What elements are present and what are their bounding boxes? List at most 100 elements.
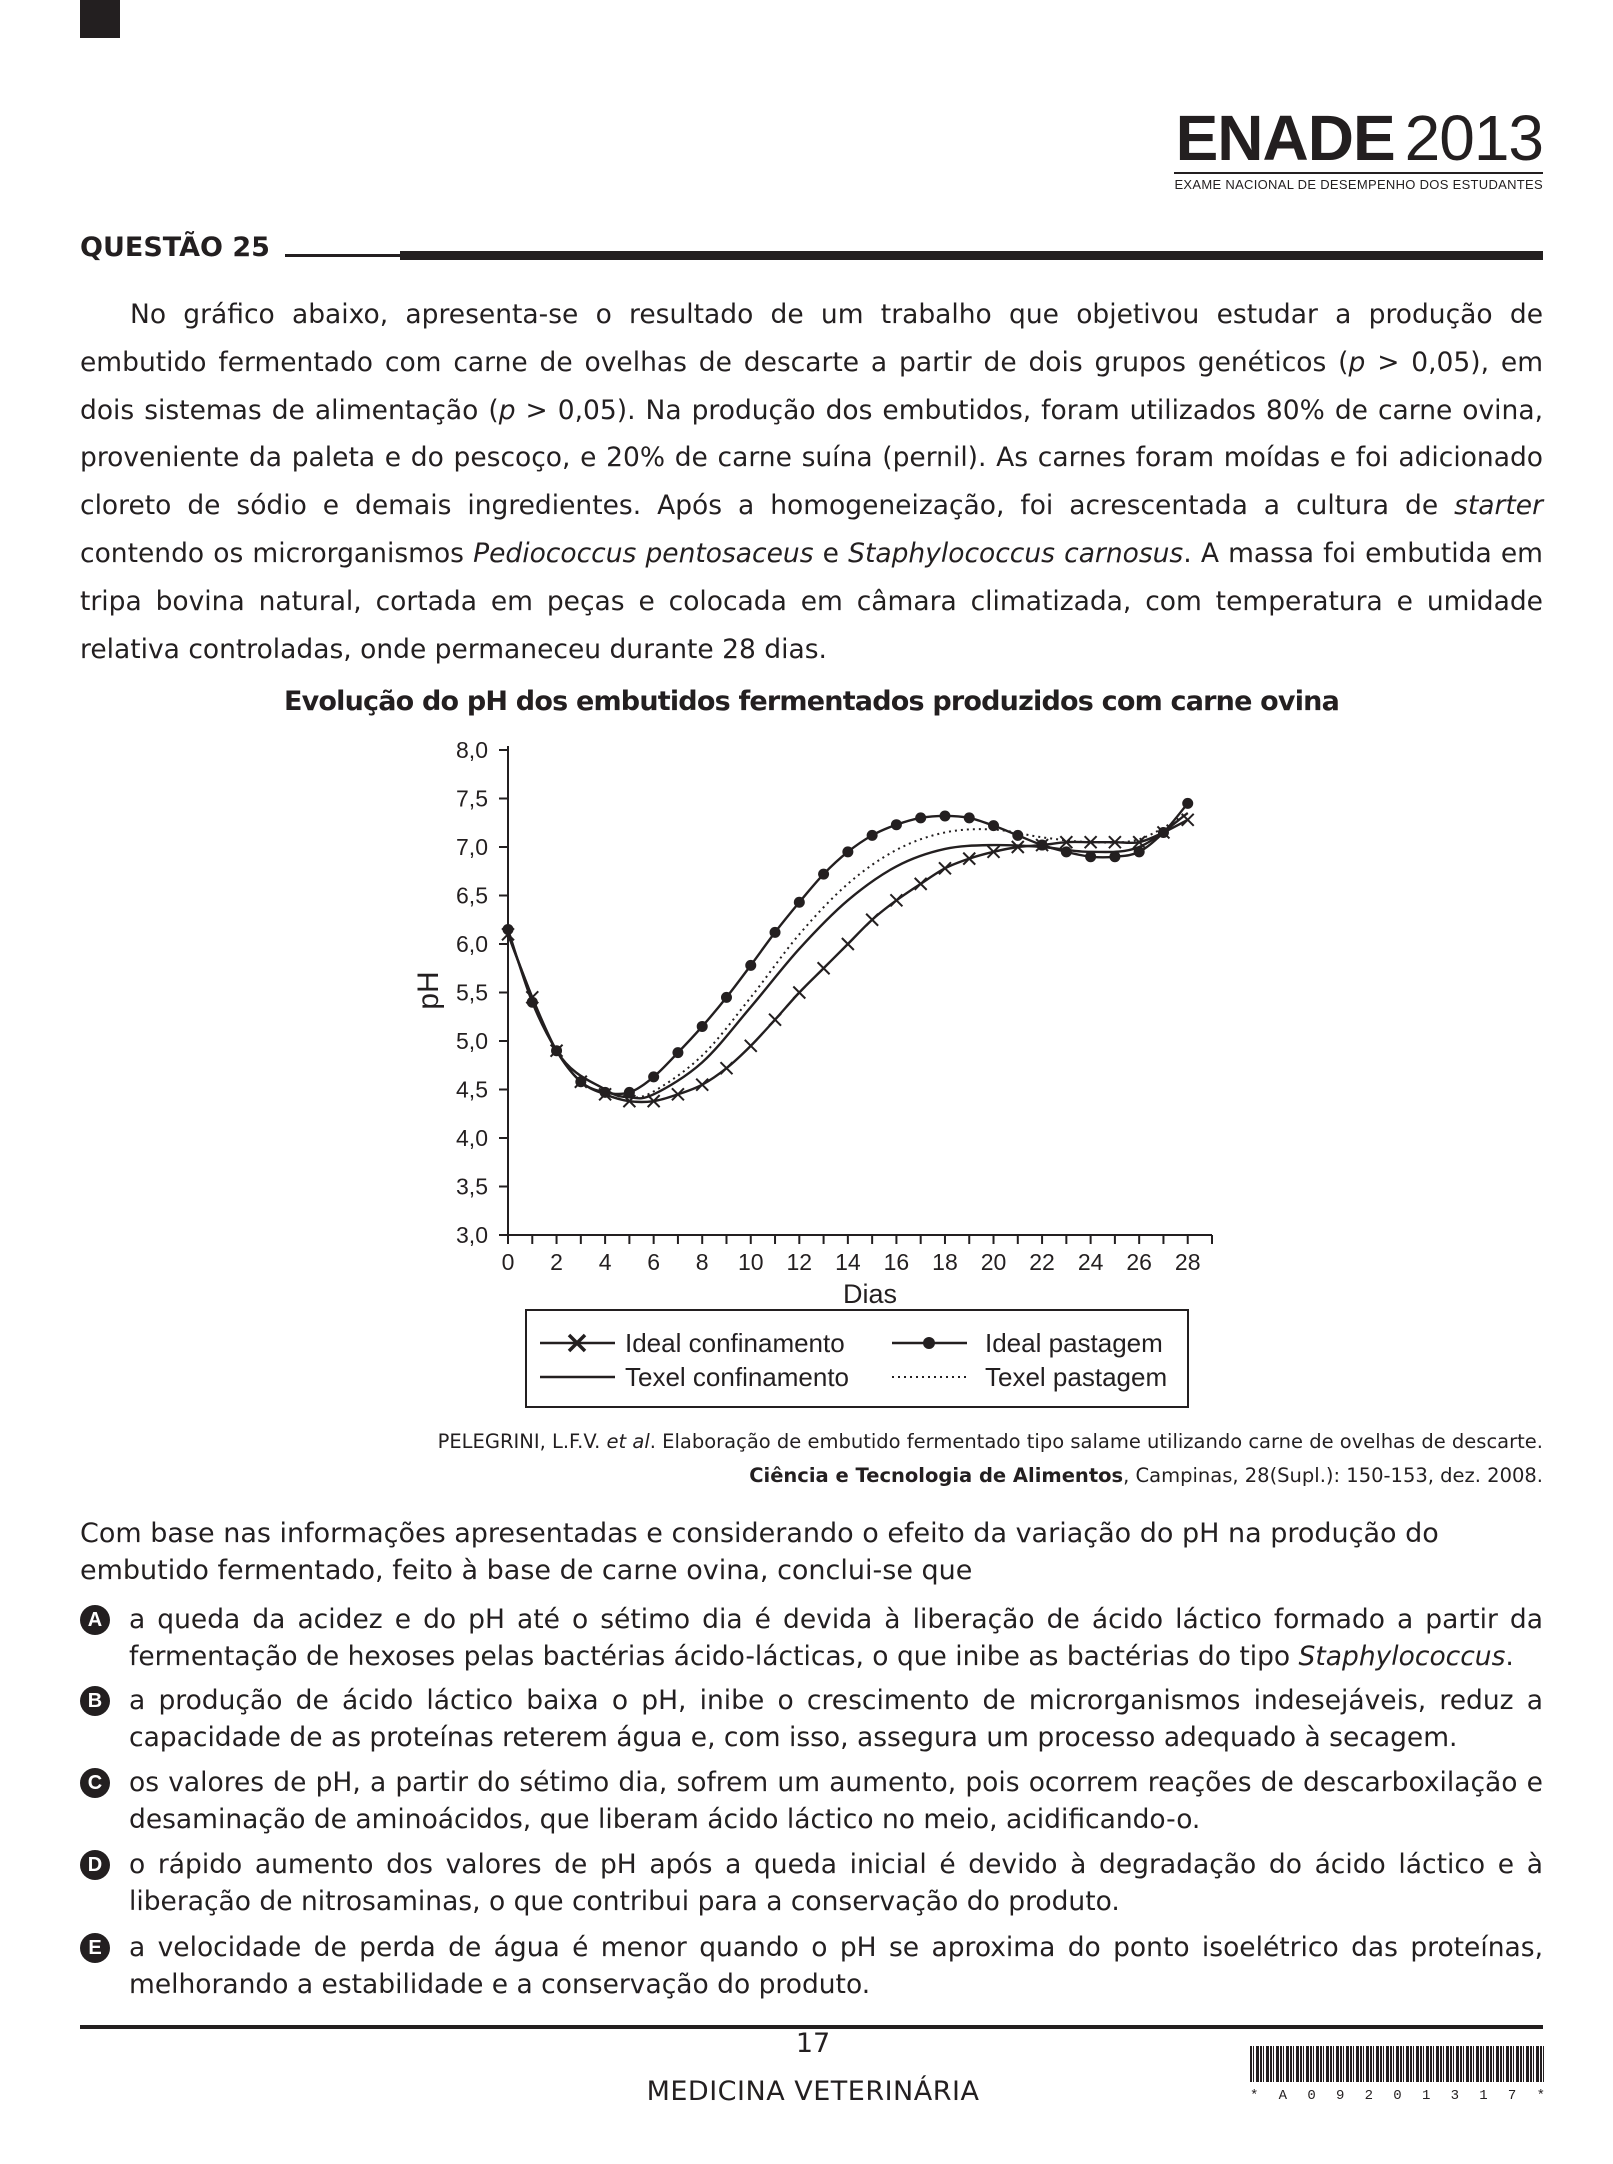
legend-label-ideal-confinamento: Ideal confinamento xyxy=(625,1328,845,1358)
y-tick-label: 7,0 xyxy=(456,834,488,860)
point-ideal-confinamento xyxy=(1156,825,1171,840)
page-number: 17 xyxy=(795,2028,831,2059)
option-d-segment: o rápido aumento dos valores de pH após … xyxy=(129,1849,1543,1917)
x-tick-label: 6 xyxy=(647,1249,660,1275)
barcode-char: * xyxy=(1250,2088,1259,2104)
series-line-texel-pastagem xyxy=(507,812,1189,1099)
question-title: QUESTÃO 25 xyxy=(80,232,270,263)
point-ideal-pastagem xyxy=(1133,846,1145,858)
option-c-segment: os valores de pH, a partir do sétimo dia… xyxy=(129,1767,1543,1835)
title-rule-thin xyxy=(285,254,405,257)
title-rule-thick xyxy=(400,251,1543,260)
x-tick-label: 10 xyxy=(738,1249,764,1275)
intro-segment: contendo os microrganismos xyxy=(80,537,474,569)
point-ideal-pastagem xyxy=(1157,826,1169,838)
option-e-segment: a velocidade de perda de água é menor qu… xyxy=(129,1932,1543,2000)
point-ideal-confinamento xyxy=(1181,813,1195,827)
point-ideal-pastagem xyxy=(1036,839,1048,851)
point-ideal-confinamento xyxy=(695,1077,709,1092)
series-line-ideal-confinamento xyxy=(506,818,1189,1104)
intro-segment: Pediococcus pentosaceus xyxy=(473,537,814,569)
option-a-segment: Staphylococcus xyxy=(1298,1641,1506,1672)
y-tick-label: 5,5 xyxy=(456,980,488,1006)
point-ideal-pastagem xyxy=(866,829,878,841)
option-c[interactable]: C os valores de pH, a partir do sétimo d… xyxy=(80,1764,1543,1838)
point-ideal-pastagem xyxy=(1085,851,1097,863)
option-e-letter: E xyxy=(80,1933,110,1963)
barcode-char: 0 xyxy=(1393,2088,1402,2104)
legend-label-ideal-pastagem: Ideal pastagem xyxy=(985,1328,1163,1358)
point-ideal-confinamento xyxy=(816,961,831,975)
point-ideal-pastagem xyxy=(1182,797,1194,809)
logo-subtitle: EXAME NACIONAL DE DESEMPENHO DOS ESTUDAN… xyxy=(1174,172,1543,192)
barcode-char: 1 xyxy=(1479,2088,1488,2104)
point-ideal-pastagem xyxy=(1109,851,1121,863)
option-b-segment: a produção de ácido láctico baixa o pH, … xyxy=(129,1685,1543,1753)
x-tick-label: 26 xyxy=(1126,1249,1152,1275)
logo-word: ENADE xyxy=(1175,102,1396,174)
point-ideal-confinamento xyxy=(549,1043,564,1058)
barcode xyxy=(1250,2046,1545,2082)
point-ideal-confinamento xyxy=(962,851,976,866)
intro-segment: starter xyxy=(1454,490,1543,522)
intro-segment: No gráfico abaixo, apresenta-se o result… xyxy=(80,299,1543,378)
y-axis-label: pH xyxy=(412,971,445,1009)
barcode-text: * A 0 9 2 0 1 3 1 7 * xyxy=(1250,2088,1545,2104)
y-tick-label: 6,5 xyxy=(456,883,488,909)
point-ideal-confinamento xyxy=(913,877,928,891)
x-tick-label: 20 xyxy=(981,1249,1007,1275)
point-ideal-pastagem xyxy=(1060,846,1072,858)
legend-box xyxy=(525,1309,1189,1408)
point-ideal-confinamento xyxy=(719,1061,734,1075)
point-ideal-pastagem xyxy=(648,1071,660,1083)
point-ideal-pastagem xyxy=(793,896,805,908)
point-ideal-confinamento xyxy=(938,861,952,876)
option-a[interactable]: A a queda da acidez e do pH até o sétimo… xyxy=(80,1601,1543,1675)
chart-title: Evolução do pH dos embutidos fermentados… xyxy=(283,686,1340,717)
intro-segment: p xyxy=(498,394,516,426)
x-tick-label: 4 xyxy=(599,1249,612,1275)
point-ideal-pastagem xyxy=(939,810,951,822)
x-tick-label: 0 xyxy=(502,1249,515,1275)
point-ideal-pastagem xyxy=(502,923,514,935)
barcode-char: A xyxy=(1278,2088,1288,2104)
reference: PELEGRINI, L.F.V. et al. Elaboração de e… xyxy=(438,1425,1543,1493)
point-ideal-pastagem xyxy=(526,996,538,1008)
intro-segment: Staphylococcus carnosus xyxy=(848,537,1184,569)
point-ideal-confinamento xyxy=(622,1094,637,1108)
option-e[interactable]: E a velocidade de perda de água é menor … xyxy=(80,1929,1543,2003)
option-d[interactable]: D o rápido aumento dos valores de pH apó… xyxy=(80,1846,1543,1920)
question-intro: No gráfico abaixo, apresenta-se o result… xyxy=(80,291,1543,673)
point-ideal-confinamento xyxy=(865,913,879,927)
barcode-char: * xyxy=(1536,2088,1545,2104)
point-ideal-pastagem xyxy=(672,1047,684,1059)
y-tick-label: 5,0 xyxy=(456,1028,488,1054)
y-tick-label: 3,5 xyxy=(456,1174,488,1200)
point-ideal-pastagem xyxy=(963,812,975,824)
intro-segment: e xyxy=(813,537,849,569)
x-tick-label: 16 xyxy=(884,1249,910,1275)
reference-details: , Campinas, 28(Supl.): 150-153, dez. 200… xyxy=(1123,1464,1543,1487)
point-ideal-pastagem xyxy=(623,1086,635,1098)
y-tick-label: 3,0 xyxy=(456,1222,488,1248)
x-tick-label: 28 xyxy=(1175,1249,1201,1275)
legend-marker-ideal-confinamento xyxy=(567,1333,587,1353)
y-tick-label: 4,0 xyxy=(456,1125,488,1151)
option-b-text: a produção de ácido láctico baixa o pH, … xyxy=(129,1682,1543,1756)
point-ideal-confinamento xyxy=(1132,835,1146,849)
barcode-char: 0 xyxy=(1307,2088,1316,2104)
y-tick-label: 7,5 xyxy=(456,786,488,812)
reference-title: . Elaboração de embutido fermentado tipo… xyxy=(649,1430,1543,1453)
y-tick-label: 8,0 xyxy=(456,737,488,763)
point-ideal-confinamento xyxy=(889,893,904,908)
point-ideal-confinamento xyxy=(1011,840,1025,854)
y-tick-label: 6,0 xyxy=(456,931,488,957)
option-b[interactable]: B a produção de ácido láctico baixa o pH… xyxy=(80,1682,1543,1756)
point-ideal-pastagem xyxy=(842,846,854,858)
enade-logo: ENADE 2013 EXAME NACIONAL DE DESEMPENHO D… xyxy=(1174,106,1544,192)
point-ideal-pastagem xyxy=(575,1076,587,1088)
intro-segment: > 0,05), em dois sistemas de alimentação… xyxy=(80,346,1544,426)
option-c-letter: C xyxy=(80,1768,110,1798)
y-tick-label: 4,5 xyxy=(456,1077,488,1103)
option-d-text: o rápido aumento dos valores de pH após … xyxy=(129,1846,1543,1920)
